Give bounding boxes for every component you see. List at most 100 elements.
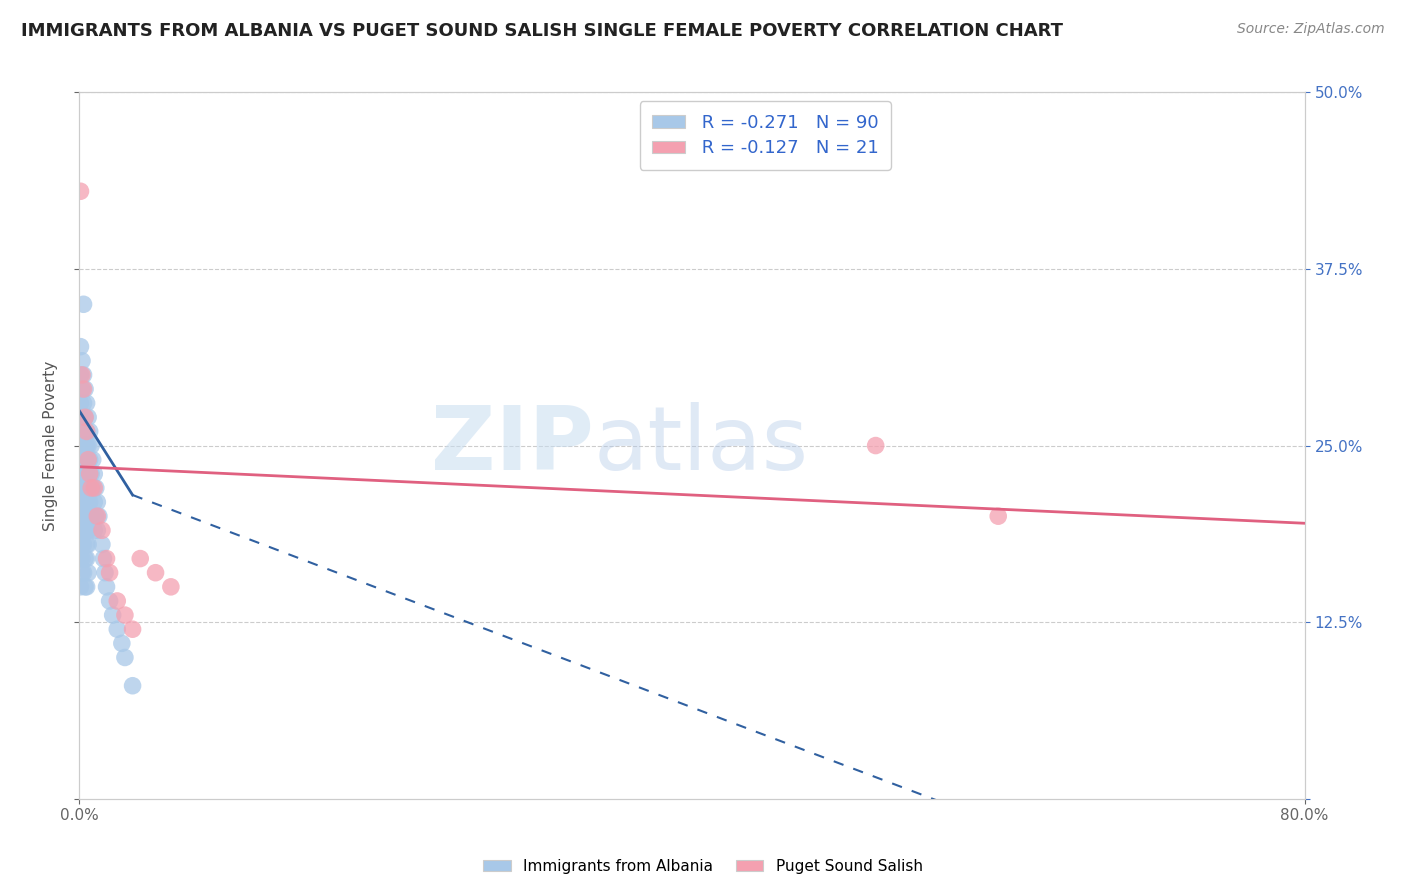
Point <box>76 396 98 410</box>
Point <box>76 481 98 495</box>
Point <box>80 481 103 495</box>
Point <box>121 679 143 693</box>
Point <box>80 481 103 495</box>
Point <box>70 353 93 368</box>
Point <box>865 439 887 453</box>
Point <box>72 537 94 551</box>
Legend: Immigrants from Albania, Puget Sound Salish: Immigrants from Albania, Puget Sound Sal… <box>477 853 929 880</box>
Point <box>114 608 136 623</box>
Legend:  R = -0.271   N = 90,  R = -0.127   N = 21: R = -0.271 N = 90, R = -0.127 N = 21 <box>640 102 891 169</box>
Point <box>70 566 93 580</box>
Point <box>98 594 121 608</box>
Point <box>72 382 94 396</box>
Point <box>79 495 101 509</box>
Point <box>79 509 101 524</box>
Point <box>77 509 100 524</box>
Point <box>80 439 103 453</box>
Point <box>77 452 100 467</box>
Point <box>72 396 94 410</box>
Point <box>114 650 136 665</box>
Point <box>96 551 118 566</box>
Point <box>86 524 108 538</box>
Point <box>91 537 114 551</box>
Point <box>72 566 94 580</box>
Point <box>72 297 94 311</box>
Point <box>70 410 93 425</box>
Point <box>83 481 105 495</box>
Point <box>76 580 98 594</box>
Point <box>77 439 100 453</box>
Point <box>83 467 105 481</box>
Y-axis label: Single Female Poverty: Single Female Poverty <box>44 360 58 531</box>
Point <box>75 580 97 594</box>
Point <box>83 495 105 509</box>
Point <box>111 636 134 650</box>
Point <box>75 495 97 509</box>
Point <box>77 566 100 580</box>
Point <box>77 452 100 467</box>
Point <box>76 439 98 453</box>
Point <box>121 622 143 636</box>
Point <box>69 467 91 481</box>
Point <box>69 495 91 509</box>
Point <box>70 439 93 453</box>
Point <box>77 481 100 495</box>
Point <box>75 509 97 524</box>
Text: ZIP: ZIP <box>432 402 593 489</box>
Point <box>70 551 93 566</box>
Point <box>82 481 104 495</box>
Point <box>69 524 91 538</box>
Point <box>76 537 98 551</box>
Point <box>84 481 107 495</box>
Text: Source: ZipAtlas.com: Source: ZipAtlas.com <box>1237 22 1385 37</box>
Point <box>79 467 101 481</box>
Point <box>96 580 118 594</box>
Point <box>79 425 101 439</box>
Point <box>75 410 97 425</box>
Point <box>75 382 97 396</box>
Point <box>77 495 100 509</box>
Point <box>75 524 97 538</box>
Point <box>77 524 100 538</box>
Point <box>91 524 114 538</box>
Point <box>69 368 91 382</box>
Point <box>105 594 128 608</box>
Point <box>94 566 117 580</box>
Point <box>86 509 108 524</box>
Point <box>93 551 115 566</box>
Point <box>87 509 110 524</box>
Point <box>76 524 98 538</box>
Point <box>70 481 93 495</box>
Text: IMMIGRANTS FROM ALBANIA VS PUGET SOUND SALISH SINGLE FEMALE POVERTY CORRELATION : IMMIGRANTS FROM ALBANIA VS PUGET SOUND S… <box>21 22 1063 40</box>
Point <box>82 452 104 467</box>
Point <box>76 467 98 481</box>
Point <box>69 396 91 410</box>
Point <box>76 495 98 509</box>
Point <box>69 580 91 594</box>
Point <box>72 467 94 481</box>
Point <box>86 495 108 509</box>
Point <box>82 509 104 524</box>
Point <box>98 566 121 580</box>
Point <box>72 481 94 495</box>
Point <box>70 368 93 382</box>
Point <box>75 481 97 495</box>
Point <box>79 452 101 467</box>
Point <box>79 467 101 481</box>
Point <box>80 509 103 524</box>
Point <box>69 184 91 198</box>
Point <box>70 509 93 524</box>
Point <box>70 452 93 467</box>
Point <box>84 509 107 524</box>
Point <box>72 439 94 453</box>
Point <box>75 410 97 425</box>
Point <box>101 608 124 623</box>
Point <box>987 509 1010 524</box>
Point <box>69 410 91 425</box>
Point <box>70 537 93 551</box>
Point <box>105 622 128 636</box>
Point <box>76 425 98 439</box>
Point <box>75 551 97 566</box>
Point <box>72 509 94 524</box>
Point <box>129 551 152 566</box>
